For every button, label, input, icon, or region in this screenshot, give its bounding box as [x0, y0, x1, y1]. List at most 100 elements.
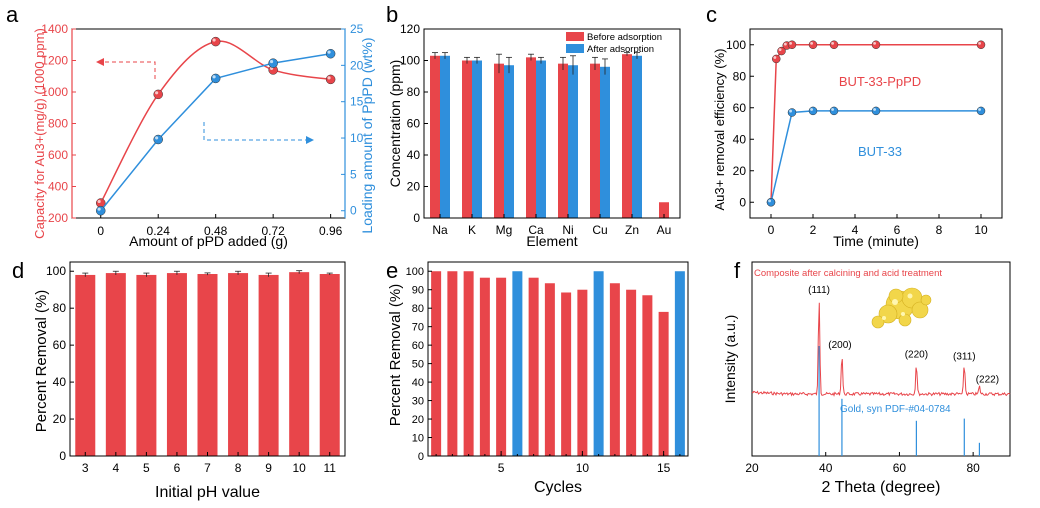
- series-0-point-7-highlight: [873, 41, 876, 45]
- x-tick-label: Ca: [528, 223, 544, 237]
- x-tick-label: 6: [894, 223, 901, 237]
- x-tick-label: Au: [657, 223, 672, 237]
- gold-highlight: [882, 316, 886, 320]
- plot-frame: [749, 28, 1003, 219]
- capacity-point-4-highlight: [327, 76, 331, 80]
- loading-point-0-highlight: [97, 207, 101, 211]
- y-axis-label: Percent Removal (%): [33, 290, 50, 433]
- x-tick-label: 5: [143, 461, 150, 475]
- x-tick-label: Ni: [562, 223, 573, 237]
- y-tick-label: 60: [407, 117, 421, 131]
- series-1-point-2: [808, 106, 818, 116]
- y-tick-label: 60: [53, 338, 67, 352]
- x-tick-label: 0.24: [147, 224, 171, 238]
- x-tick-label: 7: [204, 461, 211, 475]
- x-axis-label: 2 Theta (degree): [822, 479, 941, 496]
- loading-point-2-highlight: [212, 75, 216, 79]
- y-right-tick-label: 10: [350, 131, 364, 145]
- x-tick-label: 9: [265, 461, 272, 475]
- bar-ph-11: [319, 274, 340, 456]
- plot-frame: [427, 261, 689, 457]
- series-1-point-4: [871, 106, 881, 116]
- loading-point-2: [210, 73, 221, 84]
- bar-Ni-0: [558, 63, 568, 219]
- legend-swatch-1: [566, 44, 584, 53]
- series-1-point-3-highlight: [831, 108, 834, 111]
- bar-cycle-1: [431, 271, 442, 456]
- y-right-tick-label: 20: [350, 58, 364, 72]
- panel-label-d: d: [12, 258, 24, 283]
- annotation-but33: BUT-33: [858, 144, 902, 159]
- bar-Au-0: [659, 202, 669, 218]
- x-tick-label: Na: [432, 223, 448, 237]
- series-1-point-5-highlight: [978, 108, 981, 111]
- series-0-point-3-highlight: [783, 42, 787, 46]
- chart-panel-a: 0 0.24 0.48 0.72 0.9620040060080010001200140…: [32, 22, 375, 249]
- peak-label-0: (111): [808, 285, 830, 296]
- series-1-point-0: [766, 198, 776, 207]
- series-1-point-2-highlight: [810, 108, 813, 111]
- y-tick-label: 120: [400, 22, 420, 36]
- bar-Ni-1: [568, 65, 578, 218]
- y-left-tick-label: 1200: [41, 54, 68, 68]
- y-axis-label: Percent Removal (%): [387, 284, 404, 427]
- capacity-point-0-highlight: [97, 199, 101, 204]
- bar-cycle-13: [626, 289, 637, 456]
- series-0-point-5: [808, 40, 818, 49]
- bar-Zn-1: [632, 55, 642, 219]
- y-tick-label: 20: [412, 414, 424, 426]
- loading-point-0: [95, 205, 106, 216]
- xrd-pattern-line: [751, 302, 1011, 397]
- series-1-point-0-highlight: [768, 199, 771, 203]
- y-tick-label: 60: [733, 101, 747, 115]
- bar-ph-5: [136, 274, 157, 456]
- x-tick-label: 2: [810, 223, 817, 237]
- y-left-tick-label: 200: [48, 211, 68, 225]
- x-tick-label: 4: [852, 223, 859, 237]
- y-axis-label: Intensity (a.u.): [722, 315, 738, 404]
- y-tick-label: 100: [726, 38, 746, 52]
- y-tick-label: 100: [46, 264, 66, 278]
- loading-point-4: [325, 48, 336, 59]
- x-tick-label: 40: [819, 461, 833, 475]
- y-tick-label: 40: [53, 375, 67, 389]
- y-tick-label: 90: [412, 285, 424, 297]
- x-axis-label: Cycles: [534, 479, 582, 496]
- y-tick-label: 60: [412, 340, 424, 352]
- series-1-point-3: [829, 106, 839, 116]
- bar-cycle-6: [512, 271, 523, 456]
- y-tick-label: 0: [59, 449, 66, 463]
- x-tick-label: 0: [768, 223, 775, 237]
- bar-cycle-10: [577, 289, 588, 456]
- bar-Mg-1: [504, 65, 514, 218]
- bar-Ca-1: [536, 60, 546, 218]
- series-capacity-line: [100, 40, 331, 204]
- left-axis-arrow: [102, 61, 156, 79]
- y-tick-label: 10: [412, 433, 424, 445]
- bar-cycle-3: [463, 271, 474, 456]
- right-axis-arrow: [203, 122, 308, 141]
- right-axis-arrowhead: [306, 136, 314, 144]
- y-right-tick-label: 5: [350, 167, 357, 181]
- y-tick-label: 80: [53, 301, 67, 315]
- left-axis-arrowhead: [96, 58, 104, 66]
- bar-K-1: [472, 60, 482, 218]
- series-line-0: [770, 44, 981, 203]
- capacity-point-2-highlight: [212, 38, 216, 42]
- x-axis-label: Amount of pPD added (g): [129, 233, 288, 249]
- gold-blob: [871, 315, 885, 329]
- peak-label-1: (200): [828, 340, 851, 351]
- y-right-tick-label: 15: [350, 95, 364, 109]
- x-tick-label: Cu: [592, 223, 607, 237]
- y-tick-label: 0: [739, 195, 746, 209]
- y-tick-label: 80: [412, 303, 424, 315]
- capacity-point-2: [210, 36, 221, 47]
- x-tick-label: 0.48: [204, 224, 228, 238]
- gold-highlight: [907, 293, 913, 299]
- y-right-tick-label: 0: [350, 204, 357, 218]
- x-tick-label: 4: [112, 461, 119, 475]
- gold-blob: [920, 294, 932, 306]
- panel-label-f: f: [734, 258, 741, 283]
- x-tick-label: 5: [498, 461, 505, 475]
